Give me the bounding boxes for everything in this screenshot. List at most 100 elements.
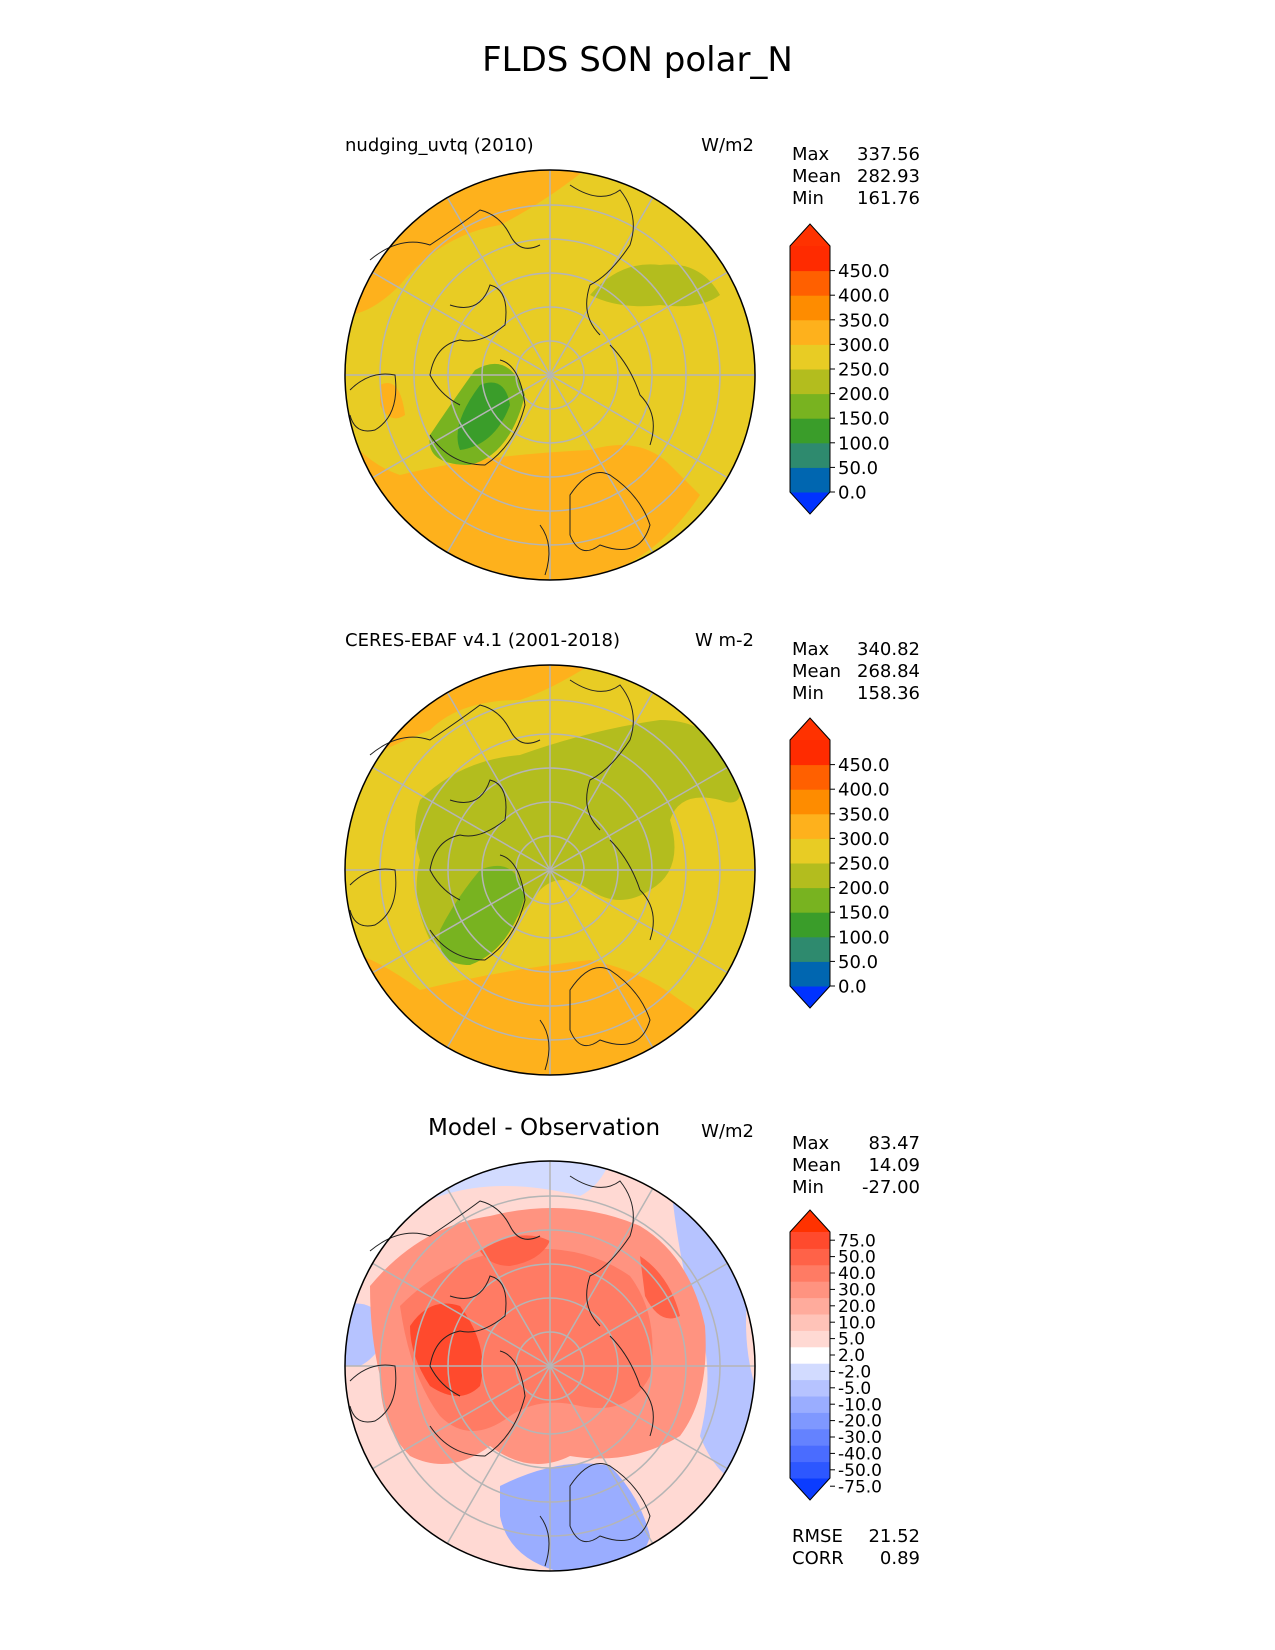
panel-3-metrics: RMSE 21.52 CORR 0.89: [792, 1526, 920, 1570]
colorbar-tick-label: 200.0: [838, 384, 890, 405]
colorbar-extend-max: [790, 718, 830, 740]
stat-value: -27.00: [861, 1177, 920, 1198]
colorbar-tick-label: 100.0: [838, 927, 890, 948]
colorbar-tick-label: 400.0: [838, 286, 890, 307]
colorbar-segment: [790, 369, 830, 395]
colorbar-tick-label: 30.0: [838, 1281, 876, 1301]
colorbar-segment: [790, 1264, 830, 1282]
stat-value: 83.47: [868, 1133, 920, 1154]
colorbar-extend-max: [790, 224, 830, 246]
colorbar-tick-label: 50.0: [838, 1248, 876, 1268]
stat-label: Min: [792, 683, 824, 704]
map-boundary: [344, 664, 756, 1076]
colorbar-tick-label: 300.0: [838, 829, 890, 850]
colorbar-tick-label: 50.0: [838, 952, 878, 973]
panel-2-stats: Max 340.82 Mean 268.84 Min 158.36: [792, 639, 920, 705]
stat-value: 161.76: [857, 188, 920, 209]
panel-3-title: Model - Observation: [428, 1115, 661, 1141]
colorbar-segment: [790, 270, 830, 296]
colorbar-segment: [790, 813, 830, 839]
colorbar-segment: [790, 961, 830, 987]
map-field-negative-north: [345, 1161, 610, 1246]
colorbar-segment: [790, 246, 830, 272]
panel-2-map: [344, 664, 756, 1076]
map-field-warm-patch: [380, 383, 405, 419]
colorbar-segment: [790, 295, 830, 321]
figure-title: FLDS SON polar_N: [482, 40, 793, 80]
colorbar-tick-label: 350.0: [838, 804, 890, 825]
panel-3-colorbar: 75.050.040.030.020.010.05.02.0-2.0-5.0-1…: [789, 1209, 882, 1501]
colorbar-segment: [790, 764, 830, 790]
colorbar-extend-min: [790, 1478, 830, 1500]
colorbar-segment: [790, 1314, 830, 1331]
colorbar-tick-label: -5.0: [838, 1379, 871, 1399]
stat-label: Mean: [792, 661, 842, 682]
colorbar-tick-label: -75.0: [838, 1477, 882, 1497]
colorbar-segment: [790, 1232, 830, 1249]
metric-label: CORR: [792, 1548, 844, 1569]
colorbar-tick-label: -2.0: [838, 1363, 871, 1383]
colorbar-segment: [790, 1461, 830, 1479]
colorbar-segment: [790, 418, 830, 444]
colorbar-segment: [790, 1248, 830, 1266]
colorbar-segment: [790, 936, 830, 962]
colorbar-segment: [790, 1428, 830, 1446]
map-gridlines: [345, 170, 755, 580]
colorbar-tick-label: 150.0: [838, 903, 890, 924]
map-field-cold-core: [457, 382, 510, 450]
colorbar-tick-label: 40.0: [838, 1264, 876, 1284]
colorbar-tick-label: 250.0: [838, 853, 890, 874]
panel-3-map: [344, 1160, 756, 1572]
panel-3-stats: Max 83.47 Mean 14.09 Min -27.00: [792, 1133, 920, 1199]
colorbar-segment: [790, 1445, 830, 1463]
colorbar-tick-label: 200.0: [838, 878, 890, 899]
map-gridlines: [345, 1161, 755, 1571]
colorbar-tick-label: 20.0: [838, 1297, 876, 1317]
stat-value: 158.36: [857, 683, 920, 704]
panel-1-units: W/m2: [701, 135, 754, 156]
colorbar-tick-label: -20.0: [838, 1412, 882, 1432]
map-field-cold-greenland: [439, 865, 525, 965]
colorbar-segment: [790, 1281, 830, 1299]
colorbar-tick-label: 0.0: [838, 976, 867, 997]
panel-1-stats: Max 337.56 Mean 282.93 Min 161.76: [792, 144, 920, 210]
colorbar-tick-label: -30.0: [838, 1428, 882, 1448]
map-coastlines: [349, 679, 654, 1071]
map-coastlines: [349, 184, 654, 576]
stat-label: Mean: [792, 166, 842, 187]
colorbar-segment: [790, 1396, 830, 1413]
stat-label: Max: [792, 639, 830, 660]
colorbar-outline: [789, 1209, 831, 1501]
map-field-warm-north: [345, 665, 590, 770]
colorbar-tick-label: -50.0: [838, 1461, 882, 1481]
colorbar-tick-label: 250.0: [838, 359, 890, 380]
colorbar-segment: [790, 393, 830, 419]
stat-value: 268.84: [857, 661, 920, 682]
colorbar-tick-label: 150.0: [838, 409, 890, 430]
colorbar-tick-label: 450.0: [838, 261, 890, 282]
map-coastlines: [349, 1175, 654, 1567]
colorbar-segment: [790, 912, 830, 938]
colorbar-tick-label: 400.0: [838, 780, 890, 801]
map-field-positive-max: [410, 1303, 483, 1396]
colorbar-extend-max: [790, 1210, 830, 1232]
metric-value: 0.89: [879, 1548, 920, 1569]
stat-label: Min: [792, 1177, 824, 1198]
colorbar-segment: [790, 1363, 830, 1381]
colorbar-tick-label: -40.0: [838, 1445, 882, 1465]
colorbar-tick-label: 0.0: [838, 482, 867, 503]
stat-label: Mean: [792, 1155, 842, 1176]
stat-value: 337.56: [857, 144, 920, 165]
stat-value: 340.82: [857, 639, 920, 660]
panel-2-colorbar: 450.0 400.0 350.0 300.0 250.0 200.0 150.0 100.0…: [789, 717, 890, 1009]
stat-value: 14.09: [868, 1155, 920, 1176]
colorbar-segment: [790, 887, 830, 913]
panel-1-colorbar: 450.0 400.0 350.0 300.0 250.0 200.0 150.0 100.0…: [789, 223, 890, 515]
colorbar-segment: [790, 863, 830, 889]
colorbar-segment: [790, 740, 830, 766]
stat-label: Max: [792, 1133, 830, 1154]
map-gridlines: [345, 665, 755, 1075]
map-field-negative-europe: [500, 1463, 650, 1571]
colorbar-tick-label: 50.0: [838, 458, 878, 479]
colorbar-extend-min: [790, 986, 830, 1008]
